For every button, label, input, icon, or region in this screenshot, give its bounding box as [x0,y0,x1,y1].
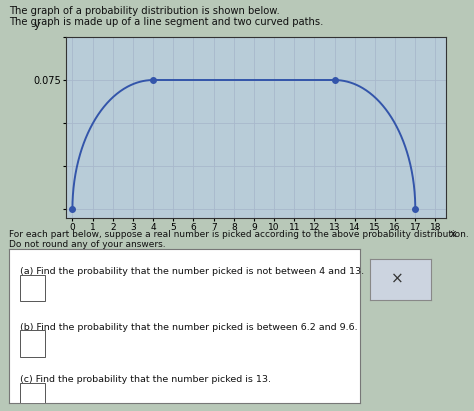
Text: y: y [34,20,41,30]
Text: x: x [449,229,456,239]
Text: (c) Find the probability that the number picked is 13.: (c) Find the probability that the number… [20,375,271,384]
FancyBboxPatch shape [20,383,45,409]
FancyBboxPatch shape [20,330,45,356]
FancyBboxPatch shape [20,275,45,301]
Text: The graph of a probability distribution is shown below.: The graph of a probability distribution … [9,6,280,16]
Text: ×: × [391,272,404,287]
Text: (a) Find the probability that the number picked is not between 4 and 13.: (a) Find the probability that the number… [20,267,364,276]
Text: (b) Find the probability that the number picked is between 6.2 and 9.6.: (b) Find the probability that the number… [20,323,357,332]
Text: Do not round any of your answers.: Do not round any of your answers. [9,240,166,249]
Text: For each part below, suppose a real number is picked according to the above prob: For each part below, suppose a real numb… [9,230,469,239]
Text: The graph is made up of a line segment and two curved paths.: The graph is made up of a line segment a… [9,17,324,27]
